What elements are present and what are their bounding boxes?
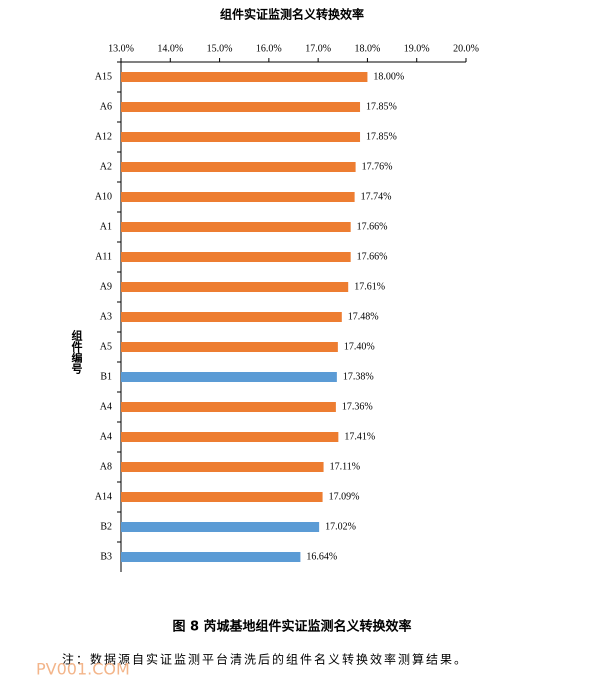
y-tick-label: A4	[100, 401, 112, 412]
x-tick-label: 15.0%	[207, 43, 233, 54]
value-label: 17.38%	[343, 371, 374, 382]
bar	[121, 492, 323, 502]
bar	[121, 192, 355, 202]
bar	[121, 162, 356, 172]
bar	[121, 462, 324, 472]
y-tick-label: A12	[95, 131, 112, 142]
bar	[121, 102, 361, 112]
bar	[121, 432, 339, 442]
x-tick-label: 16.0%	[256, 43, 282, 54]
y-tick-label: A10	[95, 191, 112, 202]
y-tick-label: A11	[95, 251, 112, 262]
bar	[121, 312, 342, 322]
note: 注：数据源自实证监测平台清洗后的组件名义转换效率测算结果。	[62, 652, 468, 667]
y-tick-label: A9	[100, 281, 112, 292]
y-tick-label: A4	[100, 431, 112, 442]
figure-caption: 图 8 芮城基地组件实证监测名义转换效率	[172, 619, 411, 635]
value-label: 17.41%	[344, 431, 375, 442]
y-tick-label: B2	[100, 521, 112, 532]
value-label: 16.64%	[306, 551, 337, 562]
value-label: 17.40%	[344, 341, 375, 352]
bar	[121, 372, 337, 382]
value-label: 17.66%	[357, 251, 388, 262]
y-tick-label: A1	[100, 221, 112, 232]
y-tick-label: A8	[100, 461, 112, 472]
value-label: 18.00%	[373, 71, 404, 82]
y-tick-label: A14	[95, 491, 112, 502]
value-label: 17.85%	[366, 101, 397, 112]
bar	[121, 402, 336, 412]
x-tick-label: 17.0%	[305, 43, 331, 54]
bar	[121, 252, 351, 262]
y-tick-label: A15	[95, 71, 112, 82]
chart-title: 组件实证监测名义转换效率	[220, 7, 364, 22]
bar	[121, 72, 368, 82]
x-tick-label: 20.0%	[453, 43, 479, 54]
value-label: 17.76%	[362, 161, 393, 172]
value-label: 17.61%	[354, 281, 385, 292]
bar	[121, 552, 301, 562]
value-label: 17.02%	[325, 521, 356, 532]
bar	[121, 342, 338, 352]
bar	[121, 282, 349, 292]
value-label: 17.36%	[342, 401, 373, 412]
value-label: 17.66%	[357, 221, 388, 232]
value-label: 17.74%	[361, 191, 392, 202]
x-tick-label: 19.0%	[404, 43, 430, 54]
x-tick-label: 14.0%	[157, 43, 183, 54]
y-tick-label: A2	[100, 161, 112, 172]
y-tick-label: A3	[100, 311, 112, 322]
value-label: 17.48%	[348, 311, 379, 322]
bar	[121, 132, 361, 142]
bar	[121, 522, 320, 532]
y-tick-label: B3	[100, 551, 112, 562]
watermark: PV001.COM	[36, 660, 130, 679]
value-label: 17.11%	[330, 461, 360, 472]
y-tick-label: A5	[100, 341, 112, 352]
y-tick-label: B1	[100, 371, 112, 382]
x-tick-label: 18.0%	[355, 43, 381, 54]
y-tick-label: A6	[100, 101, 112, 112]
value-label: 17.09%	[329, 491, 360, 502]
y-axis-label: 组件编号	[70, 329, 83, 375]
bar	[121, 222, 351, 232]
value-label: 17.85%	[366, 131, 397, 142]
x-tick-label: 13.0%	[108, 43, 134, 54]
